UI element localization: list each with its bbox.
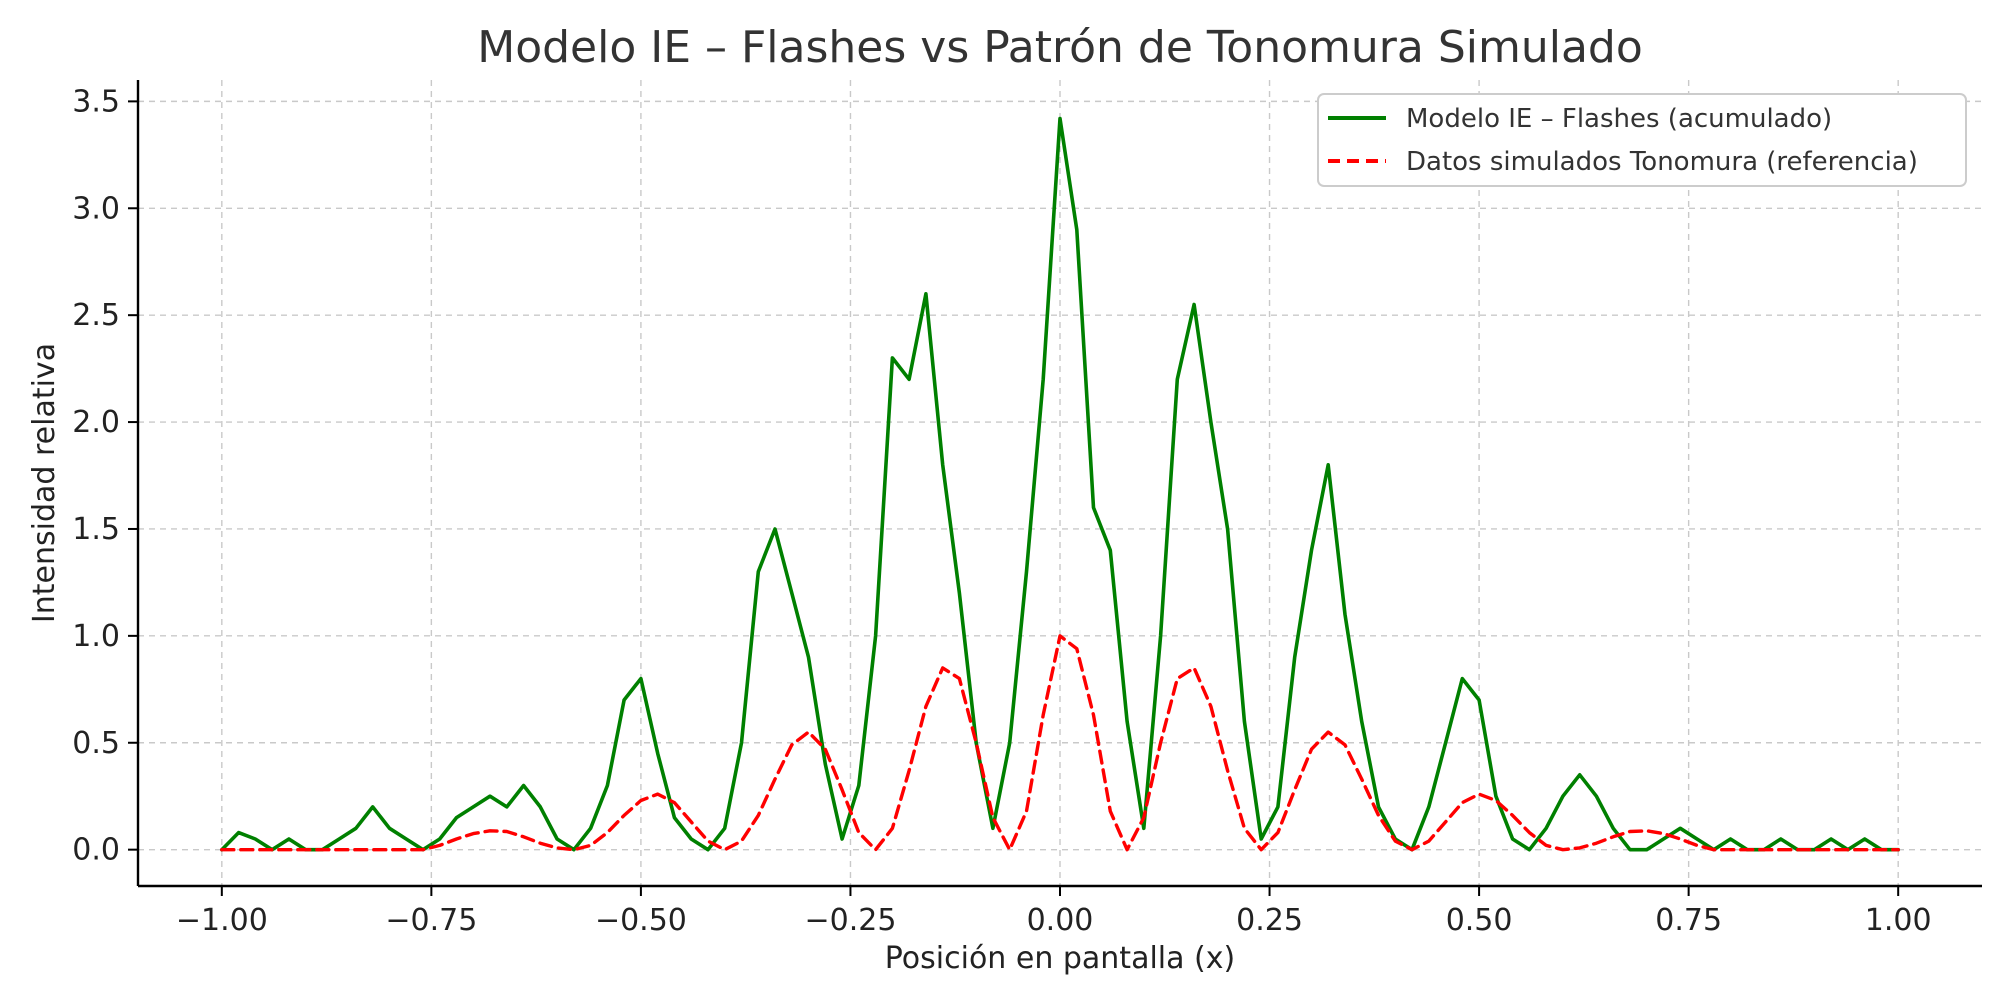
x-axis-ticks: −1.00 −0.75 −0.50 −0.25 0.00 0.25 0.50 0.75 1.00 [176, 886, 1932, 938]
x-tick-label: −0.50 [595, 903, 687, 938]
series-line-tonomura [220, 634, 1900, 852]
x-tick-label: 0.25 [1236, 903, 1303, 938]
x-axis-label: Posición en pantalla (x) [885, 941, 1235, 976]
x-tick-label: 0.00 [1027, 903, 1094, 938]
y-tick-label: 2.0 [72, 405, 120, 440]
grid [138, 80, 1982, 886]
x-tick-label: 0.50 [1446, 903, 1513, 938]
y-tick-label: 0.5 [72, 726, 120, 761]
x-tick-label: −0.75 [385, 903, 477, 938]
y-tick-label: 0.0 [72, 833, 120, 868]
y-tick-label: 3.0 [72, 191, 120, 226]
x-tick-label: −0.25 [804, 903, 896, 938]
legend-label-tonomura: Datos simulados Tonomura (referencia) [1406, 147, 1918, 177]
y-axis-label: Intensidad relativa [27, 343, 62, 623]
x-tick-label: 0.75 [1655, 903, 1722, 938]
series-layer [220, 116, 1900, 852]
y-tick-label: 3.5 [72, 84, 120, 119]
x-tick-label: 1.00 [1865, 903, 1932, 938]
legend: Modelo IE – Flashes (acumulado) Datos si… [1317, 93, 1967, 187]
y-tick-label: 1.5 [72, 512, 120, 547]
y-tick-label: 2.5 [72, 298, 120, 333]
y-axis-ticks: 0.0 0.5 1.0 1.5 2.0 2.5 3.0 3.5 [72, 84, 138, 868]
legend-label-flashes: Modelo IE – Flashes (acumulado) [1406, 104, 1832, 134]
y-tick-label: 1.0 [72, 619, 120, 654]
legend-frame [1317, 93, 1967, 187]
chart-title: Modelo IE – Flashes vs Patrón de Tonomur… [477, 22, 1643, 73]
x-tick-label: −1.00 [176, 903, 268, 938]
